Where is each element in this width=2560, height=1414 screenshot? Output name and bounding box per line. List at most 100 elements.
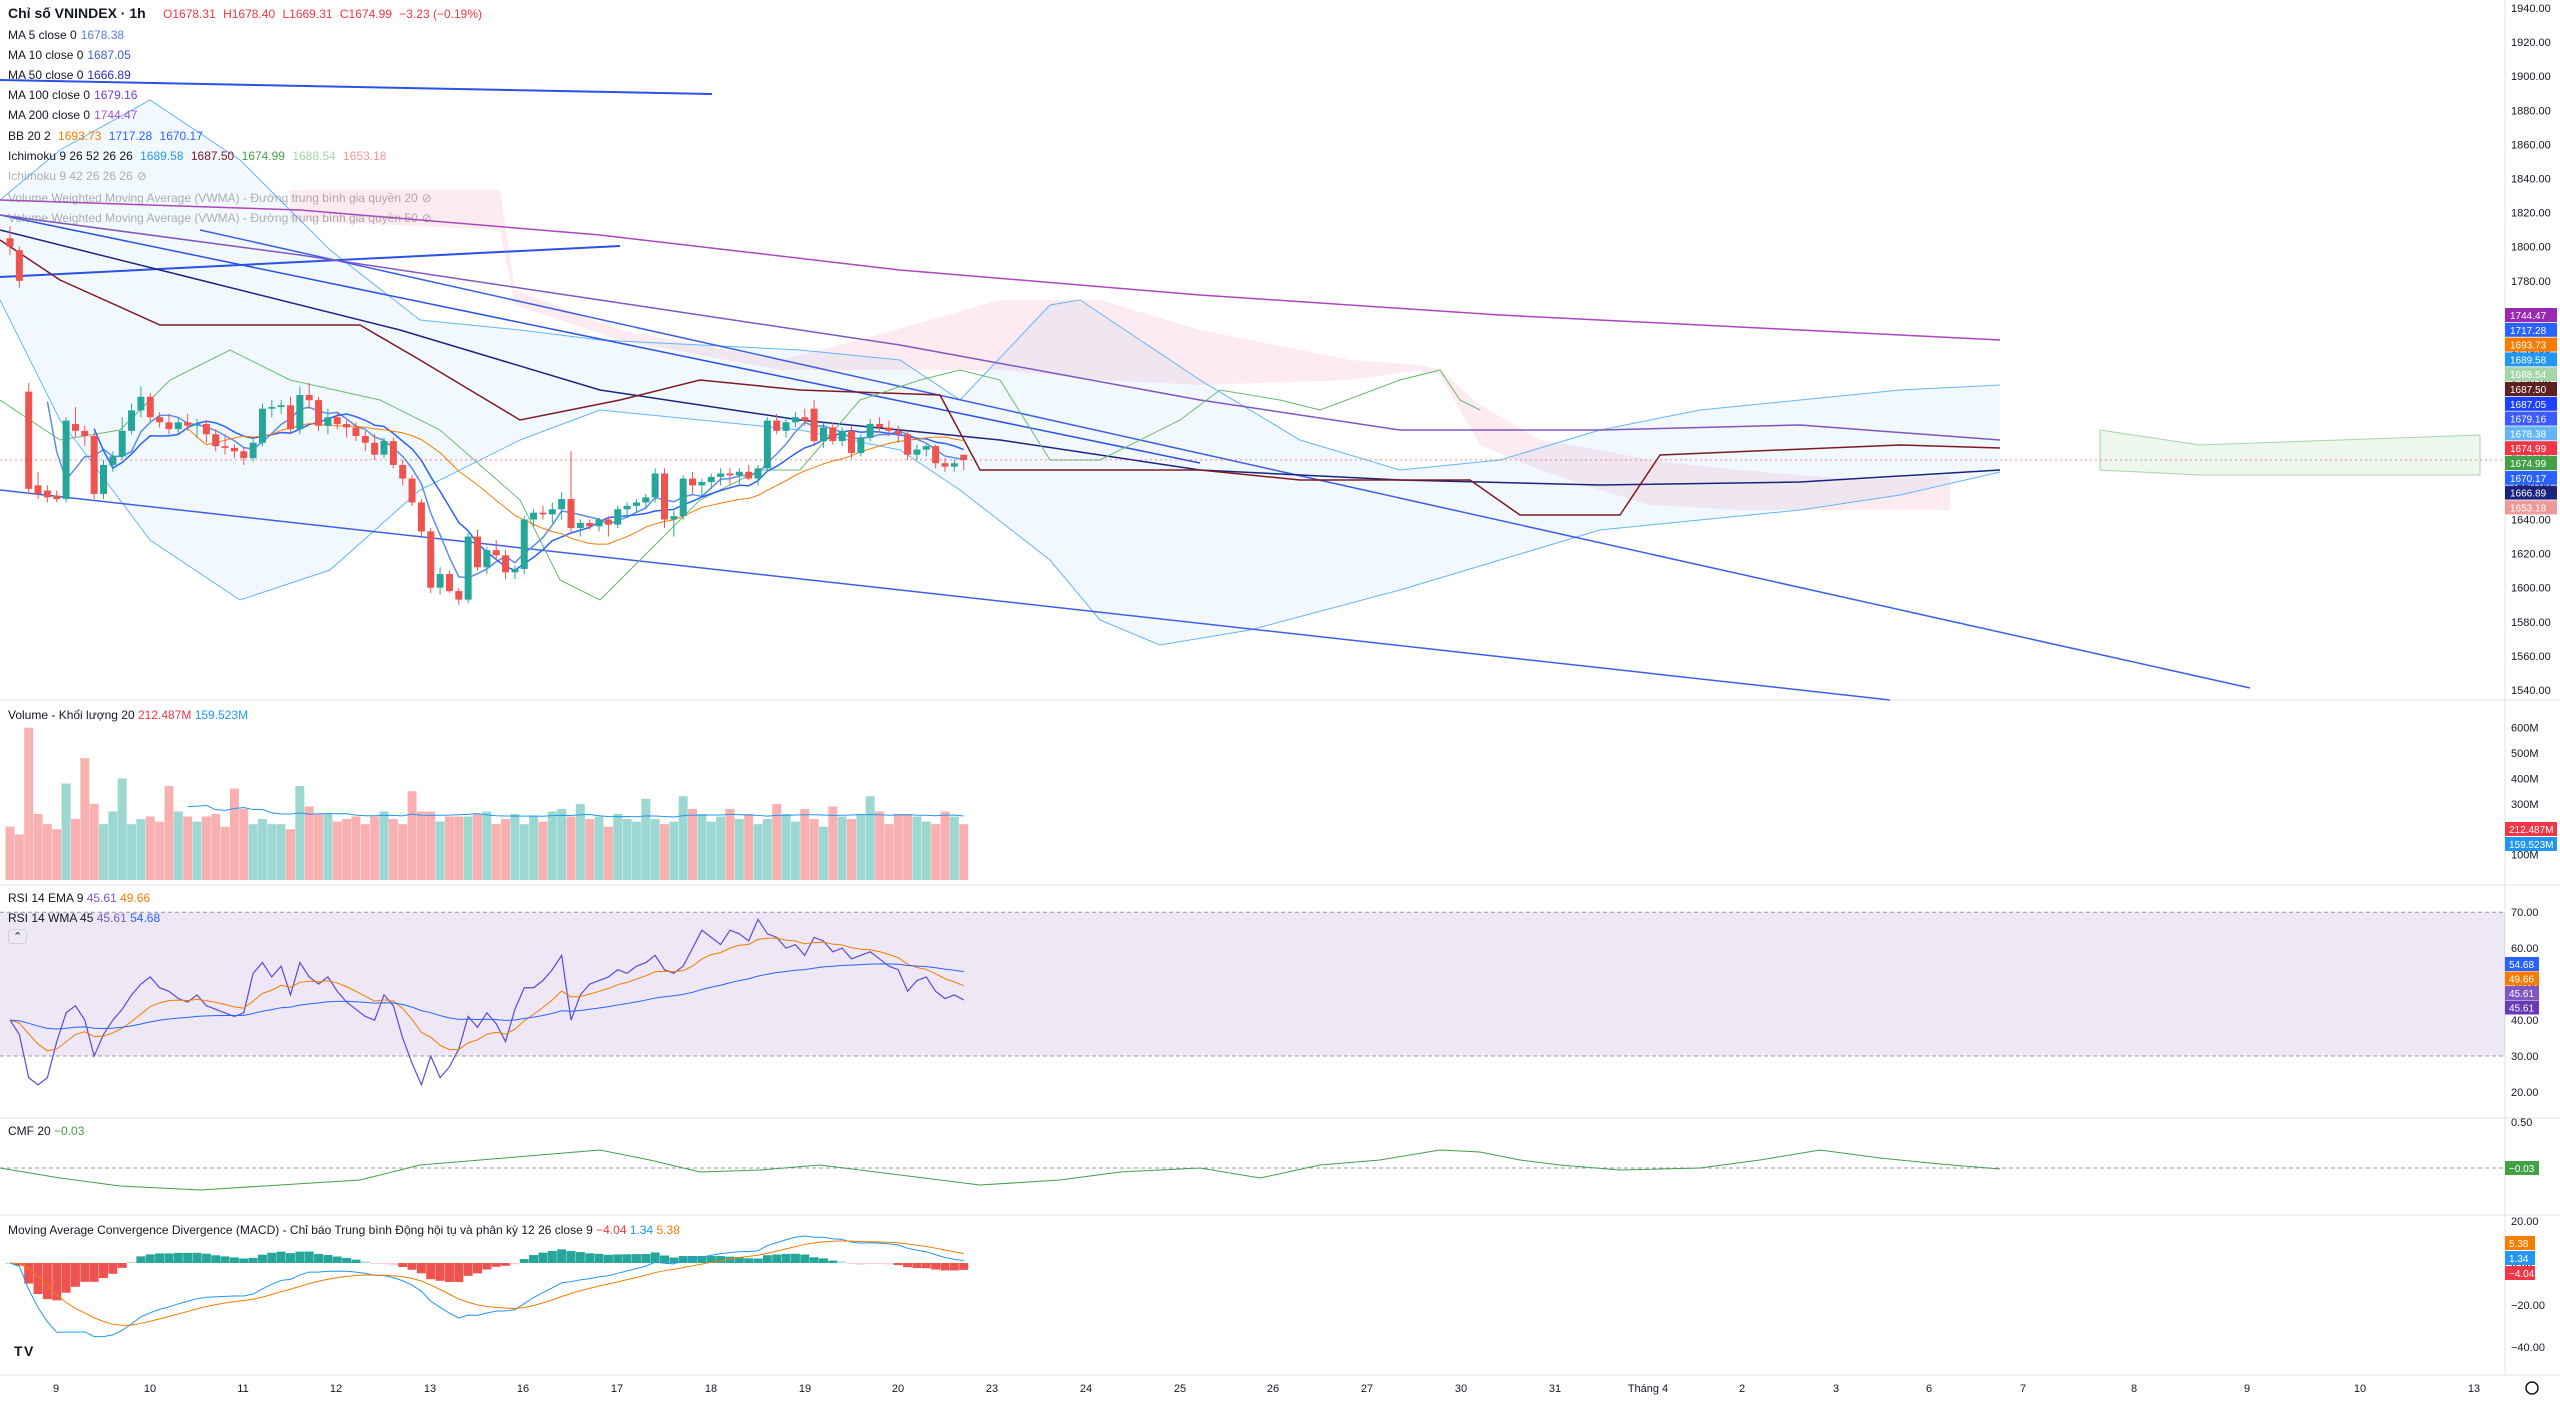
eye-off-icon[interactable]: ⊘: [421, 191, 432, 205]
legend-vwma20[interactable]: Volume Weighted Moving Average (VWMA) - …: [8, 191, 436, 205]
macd-histogram-bar: [800, 1254, 810, 1263]
volume-bar: [903, 814, 913, 880]
price-badge-label: 1674.99: [2510, 444, 2547, 455]
price-badge-label: 1717.28: [2510, 326, 2547, 337]
price-tick-label: 1560.00: [2511, 651, 2551, 663]
legend-macd[interactable]: Moving Average Convergence Divergence (M…: [8, 1223, 680, 1237]
candle-body: [352, 427, 360, 436]
macd-histogram-bar: [912, 1263, 922, 1269]
time-tick-label: 27: [1361, 1383, 1373, 1395]
macd-histogram-bar: [847, 1263, 856, 1265]
volume-bar: [865, 796, 875, 880]
legend-bb[interactable]: BB 20 2 1693.73 1717.28 1670.17: [8, 129, 207, 143]
time-tick-label: Tháng 4: [1628, 1383, 1668, 1395]
volume-bar: [837, 816, 847, 880]
macd-histogram-bar: [33, 1263, 43, 1295]
macd-histogram-bar: [660, 1255, 669, 1263]
volume-bar: [519, 824, 529, 880]
macd-histogram-bar: [454, 1263, 464, 1283]
rsi-badge: [2505, 971, 2539, 986]
legend-vwma50[interactable]: Volume Weighted Moving Average (VWMA) - …: [8, 211, 436, 225]
legend-ichimoku-hidden[interactable]: Ichimoku 9 42 26 26 26 ⊘: [8, 169, 151, 183]
volume-bar: [762, 819, 772, 880]
cmf-line: [0, 1149, 2001, 1191]
candle-body: [202, 424, 210, 435]
symbol-title[interactable]: Chỉ số VNINDEX · 1h: [8, 5, 146, 21]
candle-body: [258, 408, 266, 443]
legend-volume[interactable]: Volume - Khối lượng 20 212.487M 159.523M: [8, 708, 248, 722]
legend-value: 5.38: [656, 1223, 680, 1237]
time-tick-label: 2: [1739, 1383, 1745, 1395]
volume-bar: [753, 824, 763, 880]
macd-histogram-bar: [351, 1259, 361, 1263]
volume-bar: [61, 783, 71, 880]
volume-bar: [893, 814, 903, 880]
volume-bar: [136, 819, 146, 880]
price-tick-label: 1600.00: [2511, 583, 2551, 595]
candle-body: [801, 417, 809, 421]
candle-body: [474, 536, 481, 568]
macd-histogram-bar: [631, 1254, 641, 1263]
tradingview-logo-mark: V: [24, 1343, 34, 1359]
volume-bar: [360, 824, 370, 880]
macd-histogram-bar: [24, 1263, 34, 1284]
legend-rsi-ema[interactable]: RSI 14 EMA 9 45.61 49.66: [8, 891, 150, 905]
macd-histogram-bar: [688, 1255, 698, 1263]
legend-ma5[interactable]: MA 5 close 0 1678.38: [8, 28, 128, 42]
price-tick-label: 1580.00: [2511, 617, 2551, 629]
volume-bar: [613, 814, 623, 880]
legend-ma200[interactable]: MA 200 close 0 1744.47: [8, 108, 141, 122]
time-tick-label: 30: [1455, 1383, 1467, 1395]
candle-body: [71, 424, 79, 431]
volume-bar: [342, 819, 352, 880]
volume-bar: [164, 786, 174, 880]
legend-ma50[interactable]: MA 50 close 0 1666.89: [8, 68, 135, 82]
legend-cmf[interactable]: CMF 20 −0.03: [8, 1124, 84, 1138]
eye-off-icon[interactable]: ⊘: [421, 211, 432, 225]
volume-bar: [669, 821, 679, 880]
volume-bar: [921, 821, 931, 880]
volume-bar: [435, 821, 445, 880]
macd-histogram-bar: [884, 1263, 894, 1265]
rsi-badge-label: 45.61: [2509, 989, 2534, 1000]
macd-histogram-bar: [669, 1257, 679, 1263]
candle-body: [408, 478, 416, 503]
macd-histogram-bar: [828, 1260, 838, 1263]
rsi-tick-label: 20.00: [2511, 1087, 2539, 1099]
candle-body: [558, 499, 566, 510]
legend-value: 1678.38: [80, 28, 125, 42]
macd-histogram-bar: [931, 1263, 941, 1270]
legend-ma10[interactable]: MA 10 close 0 1687.05: [8, 48, 135, 62]
candle-body: [156, 417, 164, 423]
candle-body: [361, 435, 369, 443]
legend-value: 1688.54: [292, 149, 336, 163]
price-badge: [2505, 441, 2557, 456]
candle-body: [651, 473, 659, 498]
candle-body: [950, 463, 958, 467]
candle-body: [632, 502, 640, 506]
eye-off-icon[interactable]: ⊘: [136, 169, 147, 183]
volume-bar: [678, 796, 688, 880]
price-badge: [2505, 456, 2557, 470]
time-tick-label: 9: [2244, 1383, 2250, 1395]
volume-bar: [847, 819, 856, 880]
macd-histogram-bar: [557, 1249, 567, 1263]
volume-bar: [145, 816, 155, 880]
rsi-badge: [2505, 1000, 2539, 1015]
macd-histogram-bar: [613, 1254, 623, 1263]
legend-label: MA 100 close 0: [8, 88, 91, 102]
candle-body: [707, 476, 715, 482]
legend-ma100[interactable]: MA 100 close 0 1679.16: [8, 88, 141, 102]
legend-rsi-wma[interactable]: RSI 14 WMA 45 45.61 54.68: [8, 911, 160, 925]
ohlc-change: −3.23 (−0.19%): [399, 7, 483, 21]
collapse-chevron-icon[interactable]: ⌃: [8, 929, 28, 944]
price-badge-label: 1670.17: [2510, 474, 2547, 485]
macd-histogram-bar: [575, 1252, 585, 1263]
macd-tick-label: −40.00: [2511, 1342, 2545, 1354]
gear-icon[interactable]: [2525, 1381, 2539, 1395]
legend-ichimoku[interactable]: Ichimoku 9 26 52 26 26 1689.58 1687.50 1…: [8, 149, 390, 163]
volume-bar: [940, 811, 950, 880]
legend-value: 1674.99: [241, 149, 285, 163]
